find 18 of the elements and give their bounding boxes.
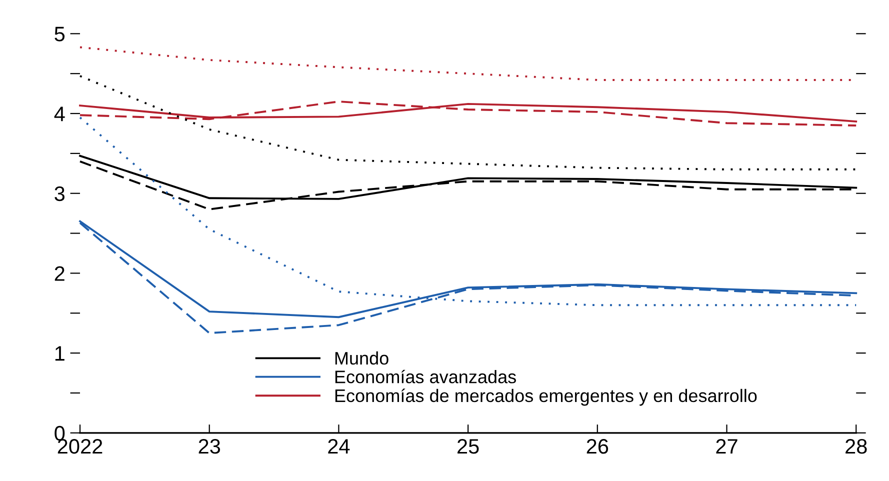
y-tick-label: 1 [55,346,64,361]
line-series [79,102,858,122]
x-tick-label: 27 [716,439,738,454]
x-tick-label: 23 [198,439,220,454]
x-tick-label: 24 [328,439,350,454]
y-tick-label: 0 [54,426,65,441]
x-tick-label: 26 [586,439,608,454]
legend-label: Economías avanzadas [335,370,516,384]
y-tick-label: 2 [54,266,64,281]
y-tick-label: 4 [54,106,65,122]
x-tick-label: 2022 [58,439,102,454]
y-tick-label: 3 [54,186,65,202]
legend-label: Mundo [335,351,388,365]
legend-label: Economías de mercados emergentes y en desarrollo [335,388,757,406]
y-tick-label: 5 [54,26,65,42]
x-tick-label: 28 [846,439,867,454]
line-series [79,100,858,126]
x-tick-label: 25 [458,439,479,454]
